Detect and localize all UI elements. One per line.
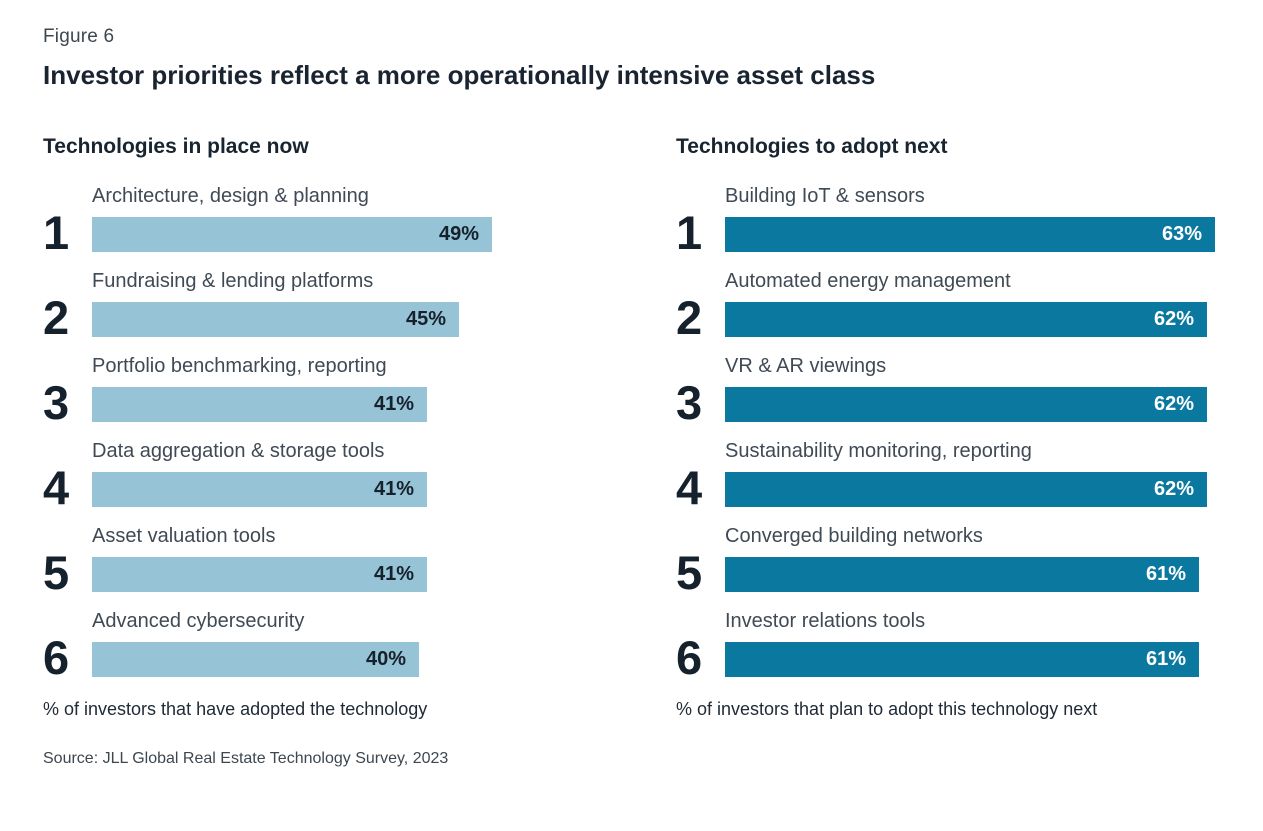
chart-row: 1 Architecture, design & planning 49% xyxy=(43,185,676,259)
bar-value: 41% xyxy=(373,393,414,415)
chart-row: 3 Portfolio benchmarking, reporting 41% xyxy=(43,355,676,429)
bar-value: 61% xyxy=(1145,648,1186,670)
chart-adopt-next: Technologies to adopt next 1 Building IoT… xyxy=(676,135,1223,720)
source-line: Source: JLL Global Real Estate Technolog… xyxy=(43,750,449,767)
bar: 45% xyxy=(92,302,459,337)
page-title: Investor priorities reflect a more opera… xyxy=(43,60,876,90)
category-label: Architecture, design & planning xyxy=(92,185,369,207)
chart-row: 4 Data aggregation & storage tools 41% xyxy=(43,440,676,514)
bar: 61% xyxy=(725,557,1199,592)
rank-number: 1 xyxy=(43,206,70,259)
chart-row: 1 Building IoT & sensors 63% xyxy=(676,185,1223,259)
chart-row: 2 Fundraising & lending platforms 45% xyxy=(43,270,676,344)
category-label: Sustainability monitoring, reporting xyxy=(725,440,1032,462)
rank-number: 2 xyxy=(676,291,703,344)
chart-row: 6 Investor relations tools 61% xyxy=(676,610,1223,684)
bar: 62% xyxy=(725,302,1207,337)
chart-row: 6 Advanced cybersecurity 40% xyxy=(43,610,676,684)
bar-value: 40% xyxy=(365,648,406,670)
bar-value: 63% xyxy=(1161,223,1202,245)
bar-value: 61% xyxy=(1145,563,1186,585)
chart-row: 5 Asset valuation tools 41% xyxy=(43,525,676,599)
chart-in-place-now: Technologies in place now 1 Architecture,… xyxy=(43,135,676,720)
rank-number: 5 xyxy=(43,546,70,599)
bar: 41% xyxy=(92,472,427,507)
bar: 41% xyxy=(92,557,427,592)
category-label: Investor relations tools xyxy=(725,610,926,632)
bar: 62% xyxy=(725,387,1207,422)
bar: 63% xyxy=(725,217,1215,252)
rank-number: 4 xyxy=(676,461,703,514)
figure-label: Figure 6 xyxy=(43,26,115,47)
category-label: Converged building networks xyxy=(725,525,983,547)
rank-number: 3 xyxy=(676,376,703,429)
chart-row: 5 Converged building networks 61% xyxy=(676,525,1223,599)
bar-value: 62% xyxy=(1153,393,1194,415)
bar-value: 41% xyxy=(373,478,414,500)
rank-number: 5 xyxy=(676,546,703,599)
chart-header-adopt-next: Technologies to adopt next xyxy=(676,135,948,158)
rank-number: 6 xyxy=(676,631,703,684)
rank-number: 1 xyxy=(676,206,703,259)
bar: 41% xyxy=(92,387,427,422)
rank-number: 4 xyxy=(43,461,70,514)
bar-value: 62% xyxy=(1153,478,1194,500)
rank-number: 6 xyxy=(43,631,70,684)
category-label: VR & AR viewings xyxy=(725,355,887,377)
rank-number: 2 xyxy=(43,291,70,344)
bar: 62% xyxy=(725,472,1207,507)
chart-columns: Technologies in place now 1 Architecture,… xyxy=(43,135,1223,720)
chart-row: 3 VR & AR viewings 62% xyxy=(676,355,1223,429)
category-label: Building IoT & sensors xyxy=(725,185,925,207)
chart-footnote-in-place-now: % of investors that have adopted the tec… xyxy=(43,699,428,719)
category-label: Asset valuation tools xyxy=(92,525,276,547)
figure-page: Figure 6 Investor priorities reflect a m… xyxy=(43,26,1223,767)
chart-footnote-adopt-next: % of investors that plan to adopt this t… xyxy=(676,699,1098,719)
bar: 40% xyxy=(92,642,419,677)
chart-rows-adopt-next: 1 Building IoT & sensors 63% 2 Automated ene… xyxy=(676,185,1223,684)
rank-number: 3 xyxy=(43,376,70,429)
category-label: Automated energy management xyxy=(725,270,1011,292)
bar: 61% xyxy=(725,642,1199,677)
bar-value: 45% xyxy=(405,308,446,330)
bar-value: 49% xyxy=(438,223,479,245)
category-label: Advanced cybersecurity xyxy=(92,610,305,632)
category-label: Portfolio benchmarking, reporting xyxy=(92,355,387,377)
chart-rows-in-place-now: 1 Architecture, design & planning 49% 2 Fund… xyxy=(43,185,676,684)
chart-row: 2 Automated energy management 62% xyxy=(676,270,1223,344)
category-label: Data aggregation & storage tools xyxy=(92,440,385,462)
bar-value: 41% xyxy=(373,563,414,585)
chart-header-in-place-now: Technologies in place now xyxy=(43,135,309,158)
bar-value: 62% xyxy=(1153,308,1194,330)
category-label: Fundraising & lending platforms xyxy=(92,270,374,292)
bar: 49% xyxy=(92,217,492,252)
chart-row: 4 Sustainability monitoring, reporting 62% xyxy=(676,440,1223,514)
